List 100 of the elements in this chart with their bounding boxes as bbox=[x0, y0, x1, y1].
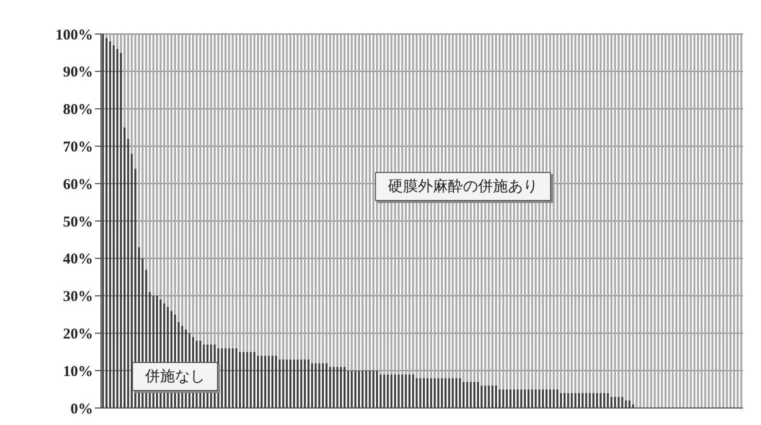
bar bbox=[163, 34, 166, 304]
y-tick-label: 70% bbox=[63, 140, 93, 156]
bar bbox=[718, 34, 721, 408]
bar bbox=[567, 34, 570, 394]
bar bbox=[657, 34, 660, 408]
bar bbox=[524, 34, 526, 390]
bar bbox=[217, 34, 220, 348]
bar bbox=[188, 34, 190, 334]
label-box: 硬膜外麻酔の併施あり bbox=[375, 172, 551, 201]
bar bbox=[606, 34, 609, 394]
bar bbox=[112, 34, 115, 46]
bar bbox=[199, 34, 202, 341]
bar bbox=[600, 34, 602, 394]
bar bbox=[304, 34, 306, 360]
bar bbox=[582, 34, 584, 394]
bar bbox=[228, 34, 230, 348]
bar bbox=[383, 34, 386, 374]
bar bbox=[376, 34, 378, 371]
bar bbox=[232, 34, 234, 348]
bar bbox=[322, 34, 324, 364]
bar bbox=[574, 34, 576, 394]
y-tick-label: 60% bbox=[63, 176, 93, 193]
bar bbox=[268, 34, 270, 356]
bar bbox=[538, 34, 540, 390]
bar bbox=[250, 34, 252, 352]
bar bbox=[311, 34, 314, 364]
y-tick-label: 0% bbox=[70, 401, 93, 418]
bar bbox=[253, 34, 256, 352]
bar bbox=[326, 34, 328, 364]
bar bbox=[152, 34, 154, 296]
bar bbox=[235, 34, 238, 348]
bar bbox=[242, 34, 245, 352]
bar bbox=[715, 34, 718, 408]
bar bbox=[675, 34, 678, 408]
bar bbox=[238, 34, 241, 352]
bar bbox=[329, 34, 332, 367]
bar bbox=[282, 34, 284, 360]
bar bbox=[264, 34, 266, 356]
bar bbox=[642, 34, 645, 408]
bar bbox=[624, 34, 627, 401]
bar bbox=[106, 34, 108, 38]
bar bbox=[275, 34, 278, 356]
y-tick-label: 90% bbox=[63, 64, 93, 81]
bar bbox=[344, 34, 346, 367]
bar bbox=[678, 34, 681, 408]
bar bbox=[206, 34, 208, 344]
bar bbox=[578, 34, 580, 394]
y-tick-label: 30% bbox=[63, 289, 93, 306]
bar bbox=[672, 34, 674, 408]
bar bbox=[380, 34, 382, 374]
bar bbox=[726, 34, 728, 408]
bar bbox=[552, 34, 555, 390]
bar bbox=[636, 34, 638, 408]
bar bbox=[708, 34, 710, 408]
bar bbox=[386, 34, 389, 374]
bar bbox=[318, 34, 320, 364]
bar bbox=[690, 34, 692, 408]
bar bbox=[632, 34, 634, 404]
bar bbox=[697, 34, 700, 408]
bar bbox=[145, 34, 148, 270]
bar bbox=[542, 34, 544, 390]
bar bbox=[660, 34, 663, 408]
y-tick-label: 10% bbox=[63, 364, 93, 380]
bar bbox=[628, 34, 630, 401]
bar bbox=[116, 34, 118, 49]
bar bbox=[109, 34, 112, 42]
bar bbox=[220, 34, 223, 348]
bar bbox=[336, 34, 338, 367]
bar bbox=[556, 34, 558, 390]
bar bbox=[224, 34, 227, 348]
bar bbox=[184, 34, 187, 330]
bar bbox=[462, 34, 465, 382]
bar bbox=[733, 34, 736, 408]
bar bbox=[610, 34, 612, 397]
bar bbox=[736, 34, 739, 408]
bar bbox=[214, 34, 216, 344]
bar bbox=[722, 34, 724, 408]
bar bbox=[682, 34, 685, 408]
bar bbox=[592, 34, 594, 394]
bar bbox=[646, 34, 649, 408]
bar bbox=[693, 34, 696, 408]
bar bbox=[614, 34, 616, 397]
bar bbox=[603, 34, 606, 394]
bar bbox=[354, 34, 356, 371]
bar bbox=[296, 34, 299, 360]
bar bbox=[596, 34, 598, 394]
bar bbox=[711, 34, 714, 408]
bar bbox=[202, 34, 205, 344]
bar bbox=[650, 34, 652, 408]
bar bbox=[740, 34, 742, 408]
bar bbox=[256, 34, 259, 356]
bar bbox=[178, 34, 180, 322]
bar bbox=[160, 34, 162, 300]
bar bbox=[246, 34, 248, 352]
bar bbox=[289, 34, 292, 360]
bar bbox=[358, 34, 360, 371]
bar bbox=[196, 34, 198, 341]
bar bbox=[307, 34, 310, 360]
bar bbox=[368, 34, 371, 371]
y-tick-label: 80% bbox=[63, 102, 93, 118]
